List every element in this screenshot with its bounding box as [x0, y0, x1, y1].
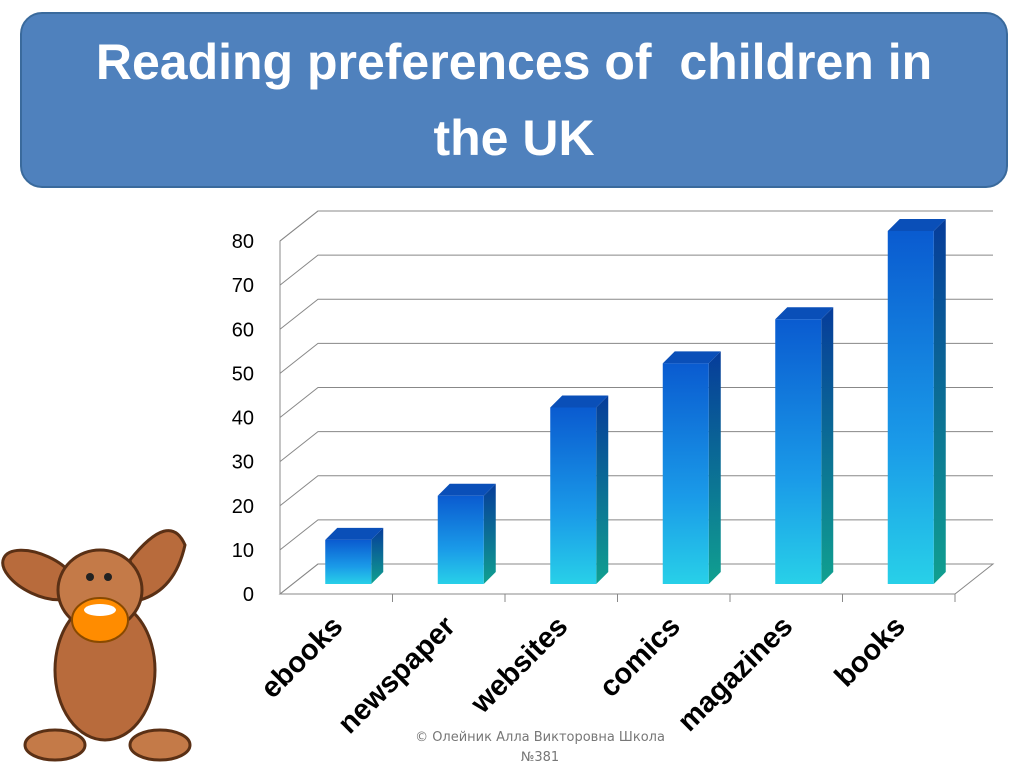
bar-front	[662, 363, 709, 584]
bar-side	[821, 307, 834, 584]
y-tick-label: 50	[232, 363, 254, 385]
bar-side	[596, 395, 609, 584]
x-tick-label: books	[829, 610, 912, 693]
grid-line	[279, 431, 993, 463]
bar-side	[483, 483, 496, 584]
y-tick-label: 30	[232, 452, 254, 474]
grid-line	[279, 563, 993, 595]
bar-top	[662, 351, 721, 364]
footer: © Олейник Алла Викторовна Школа №381	[415, 730, 665, 765]
x-tick-label: websites	[464, 610, 574, 720]
x-tick-label: magazines	[672, 610, 799, 737]
y-tick-label: 20	[232, 496, 254, 518]
floor	[278, 563, 995, 595]
bar	[887, 219, 946, 584]
bar-side	[371, 527, 384, 584]
bar	[550, 395, 609, 584]
bar-top	[550, 395, 609, 408]
bar-top	[437, 483, 496, 496]
grid-line	[279, 519, 993, 551]
grid-line	[279, 475, 993, 507]
x-tick-label: ebooks	[255, 610, 349, 704]
bar-front	[775, 319, 822, 584]
y-tick-label: 40	[232, 408, 254, 430]
grid-line	[279, 254, 993, 286]
x-tick-label: comics	[593, 610, 686, 703]
y-tick-label: 80	[232, 231, 254, 253]
bar	[662, 351, 721, 584]
bar	[437, 483, 496, 584]
bar-side	[708, 351, 721, 584]
grid-line	[279, 387, 993, 418]
bar-side	[933, 219, 946, 584]
bar-top	[887, 219, 946, 231]
bar	[775, 307, 834, 584]
title-box: Reading preferences of children in the U…	[20, 12, 1008, 188]
y-tick-label: 10	[232, 540, 254, 562]
y-tick-label: 0	[243, 584, 254, 606]
y-tick-label: 70	[232, 275, 254, 297]
bar-front	[325, 539, 372, 584]
mascot	[1, 529, 192, 762]
bar-front	[437, 495, 484, 584]
bar	[325, 527, 384, 584]
x-tick-label: newspaper	[332, 610, 462, 740]
bar-top	[325, 527, 384, 540]
bar-front	[887, 231, 934, 584]
y-tick-label: 60	[232, 319, 254, 341]
grid-line	[279, 298, 993, 330]
back-wall	[279, 210, 993, 594]
chart-title: Reading preferences of children in the U…	[95, 34, 960, 166]
bar-top	[775, 307, 834, 320]
bar-front	[550, 407, 597, 584]
grid-line	[279, 210, 993, 242]
grid-line	[279, 342, 993, 374]
